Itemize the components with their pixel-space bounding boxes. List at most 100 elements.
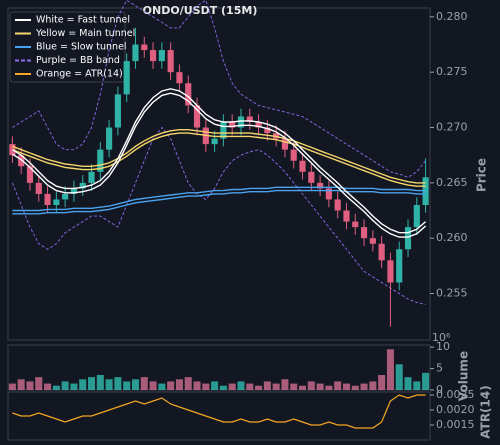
candle-body <box>62 193 69 200</box>
volume-bar <box>44 383 52 390</box>
volume-bar <box>35 377 43 390</box>
volume-bar <box>52 385 60 390</box>
candle-body <box>185 83 192 106</box>
volume-bar <box>307 381 315 390</box>
volume-bar <box>334 381 342 390</box>
volume-bar <box>140 377 148 390</box>
volume-bar <box>131 379 139 390</box>
volume-bar <box>202 383 210 390</box>
candle-body <box>387 260 394 283</box>
candle-body <box>317 182 324 189</box>
indicator-line <box>12 92 427 238</box>
candle-body <box>167 50 174 73</box>
candle-body <box>369 238 376 244</box>
volume-bar <box>325 385 333 390</box>
volume-bar <box>175 379 183 390</box>
volume-bar <box>158 383 166 390</box>
volume-bar <box>96 375 104 390</box>
y-tick-label: 0 <box>436 383 443 396</box>
y-tick-label: 10 <box>436 340 450 353</box>
candle-body <box>106 127 113 150</box>
volume-bar <box>193 381 201 390</box>
volume-bar <box>88 377 96 390</box>
candle-body <box>97 149 104 172</box>
candle-body <box>132 44 139 62</box>
volume-bar <box>404 377 412 390</box>
volume-bar <box>211 381 219 390</box>
volume-panel <box>7 344 431 391</box>
candle-body <box>422 177 429 205</box>
y-tick-label: 5 <box>436 362 443 375</box>
volume-bar <box>79 379 87 390</box>
volume-bar <box>228 383 236 390</box>
volume-bar <box>395 364 403 390</box>
volume-bar <box>105 379 113 390</box>
candle-body <box>211 138 218 145</box>
y-tick-label: 0.260 <box>436 231 468 244</box>
volume-bar <box>61 381 69 390</box>
y-tick-label: 0.280 <box>436 10 468 23</box>
candle-body <box>404 227 412 250</box>
y-tick-label: 0.0020 <box>436 403 475 416</box>
candle-body <box>264 127 271 134</box>
candle-body <box>114 94 121 128</box>
indicator-line <box>12 0 426 178</box>
y-tick-label: 0.255 <box>436 287 468 300</box>
volume-bar <box>263 381 271 390</box>
legend <box>9 11 126 83</box>
candle-body <box>18 155 25 167</box>
candle-body <box>26 166 34 183</box>
candle-body <box>334 199 341 211</box>
atr-panel <box>7 391 431 441</box>
volume-bar <box>351 385 359 390</box>
y-axis-label: Volume <box>457 351 471 401</box>
candle-body <box>229 121 236 128</box>
candle-body <box>88 171 95 183</box>
indicator-line <box>12 189 426 215</box>
volume-bar <box>342 383 350 390</box>
candle-body <box>35 182 42 194</box>
candle-body <box>79 182 86 189</box>
volume-bar <box>149 381 157 390</box>
volume-bar <box>237 381 245 390</box>
candle-body <box>53 199 60 205</box>
volume-bar <box>123 381 131 390</box>
volume-bar <box>281 379 289 390</box>
indicator-line <box>12 129 426 184</box>
candle-body <box>255 121 262 128</box>
volume-bar <box>272 383 280 390</box>
y-tick-label: 0.270 <box>436 121 468 134</box>
indicator-line <box>12 88 427 234</box>
candle-body <box>44 193 51 205</box>
volume-bar <box>422 372 430 390</box>
candle-body <box>176 72 183 84</box>
legend-label: Orange = ATR(14) <box>36 69 123 80</box>
candle-body <box>290 149 297 161</box>
volume-bar <box>316 383 324 390</box>
legend-label: Blue = Slow tunnel <box>36 42 127 53</box>
candle-body <box>123 61 130 95</box>
volume-bar <box>360 383 368 390</box>
volume-bar <box>219 385 227 390</box>
volume-bar <box>167 381 175 390</box>
legend-label: White = Fast tunnel <box>36 15 130 26</box>
y-tick-label: 0.275 <box>436 65 468 78</box>
candle-body <box>220 121 227 139</box>
volume-bar <box>184 377 192 390</box>
volume-bar <box>70 383 78 390</box>
volume-bar <box>299 385 307 390</box>
y-tick-label: 0.0025 <box>436 388 475 401</box>
candle-body <box>352 221 359 228</box>
indicator-line <box>12 186 426 212</box>
y-axis-label: Price <box>475 158 489 192</box>
chart-title: ONDO/USDT (15M) <box>143 4 258 17</box>
candle-body <box>325 188 332 200</box>
candle-body <box>141 44 148 51</box>
offset-label: 10⁶ <box>432 331 451 344</box>
candle-body <box>396 249 403 283</box>
candle-body <box>9 144 16 156</box>
legend-label: Purple = BB band <box>36 55 120 66</box>
indicator-line <box>11 126 426 306</box>
y-tick-label: 0.265 <box>436 176 468 189</box>
